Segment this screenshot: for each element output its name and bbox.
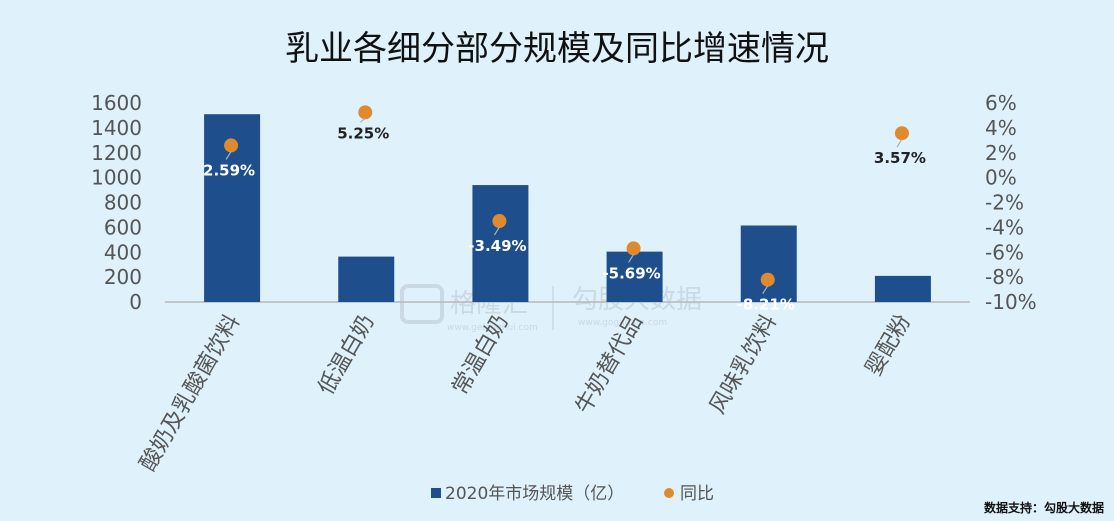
data-label-leader (896, 138, 903, 148)
watermark-logo-icon (400, 284, 444, 324)
bar-series (204, 114, 931, 302)
category-label: 低温白奶 (314, 311, 380, 400)
bar (740, 225, 797, 302)
y-right-tick-label: 0% (985, 166, 1017, 190)
legend-dot-swatch (664, 488, 674, 498)
y-left-tick-label: 1600 (91, 91, 142, 115)
y-left-tick-label: 1400 (91, 116, 142, 140)
yoy-data-label: -8.21% (737, 296, 795, 314)
y-left-tick-label: 200 (104, 265, 142, 289)
watermark-right-url: www.gogudata.com (578, 318, 667, 328)
category-labels: 酸奶及乳酸菌饮料 低温白奶 常温白奶 牛奶替代品 风味乳饮料 婴配粉 (136, 310, 916, 475)
watermark: 格隆汇 www.gelonghui.com 勾股大数据 www.gogudata… (400, 284, 702, 333)
bar (472, 185, 529, 302)
yoy-point (224, 138, 239, 153)
y-right-tick-label: -2% (985, 191, 1024, 215)
y-left-tick-label: 800 (104, 191, 142, 215)
yoy-point (760, 272, 775, 287)
legend-bar-swatch (431, 488, 441, 498)
chart-title: 乳业各细分部分规模及同比增速情况 (285, 29, 829, 69)
data-label-leader (762, 285, 769, 295)
category-label: 酸奶及乳酸菌饮料 (136, 311, 246, 476)
y-left-tick-label: 400 (104, 240, 142, 264)
yoy-data-label: -3.49% (468, 237, 526, 255)
y-right-tick-label: -4% (985, 215, 1024, 239)
data-label-leader (628, 254, 635, 263)
legend-dot-label: 同比 (680, 484, 714, 504)
yoy-point (492, 214, 507, 229)
y-right-tick-label: 6% (985, 91, 1017, 115)
data-label-leader (493, 226, 500, 236)
yoy-point (894, 126, 909, 141)
bar (338, 256, 395, 302)
y-right-tick-label: -8% (985, 265, 1024, 289)
bar (606, 251, 663, 302)
yoy-point (626, 241, 641, 256)
yoy-point (358, 105, 373, 120)
legend: 2020年市场规模（亿） 同比 (431, 484, 714, 504)
y-right-tick-label: -6% (985, 240, 1024, 264)
bar (874, 275, 931, 302)
y-left-tick-label: 0 (129, 290, 142, 314)
data-label-leader (359, 117, 366, 123)
category-label: 婴配粉 (861, 311, 916, 381)
y-right-tick-label: 2% (985, 141, 1017, 165)
yoy-series: 2.59% 5.25% -3.49% -5.69% -8.21% 3.57% (203, 105, 926, 314)
yoy-data-label: 5.25% (337, 124, 389, 142)
yoy-data-label: 3.57% (874, 149, 926, 167)
y-right-tick-label: -10% (985, 290, 1037, 314)
category-label: 风味乳饮料 (705, 311, 782, 419)
y-left-tick-label: 1200 (91, 141, 142, 165)
y-left-tick-label: 1000 (91, 166, 142, 190)
yoy-data-label: -5.69% (602, 264, 660, 282)
watermark-left-url: www.gelonghui.com (447, 323, 538, 333)
y-right-tick-label: 4% (985, 116, 1017, 140)
source-note: 数据支持：勾股大数据 (984, 500, 1104, 515)
yoy-data-label: 2.59% (203, 161, 255, 179)
legend-bar-label: 2020年市场规模（亿） (445, 484, 624, 504)
y-left-tick-label: 600 (104, 215, 142, 239)
data-label-leader (225, 151, 232, 160)
